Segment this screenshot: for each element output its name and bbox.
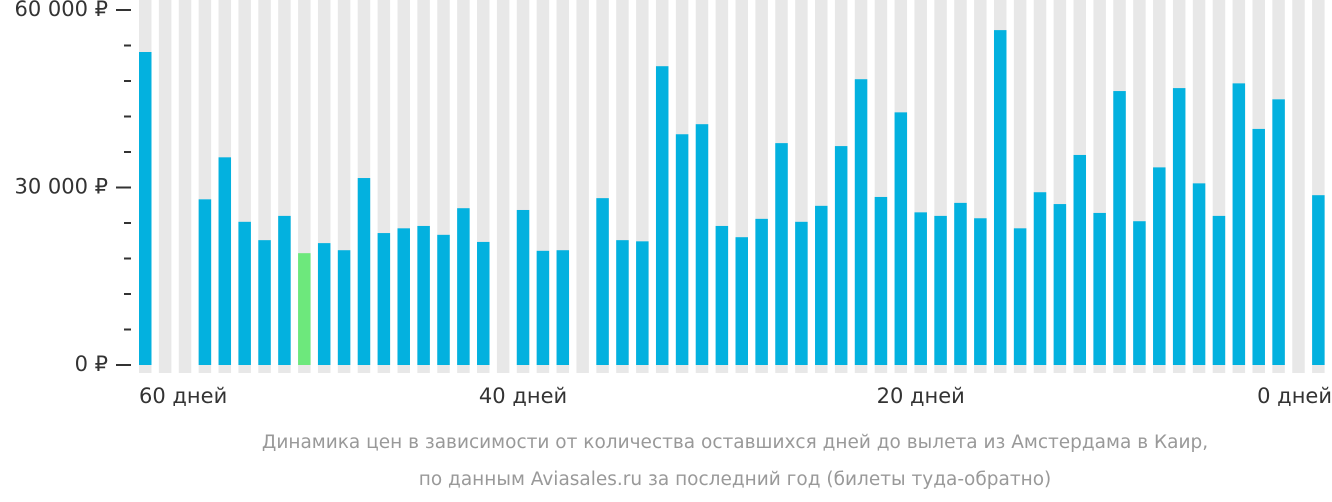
bar xyxy=(477,241,490,365)
bar xyxy=(974,218,987,365)
x-tick-label: 0 дней xyxy=(1257,384,1332,408)
bar xyxy=(695,124,709,365)
stripe xyxy=(576,0,589,373)
bar xyxy=(218,157,232,365)
bar xyxy=(636,241,649,365)
bar xyxy=(238,221,251,365)
y-tick-label: 30 000 ₽ xyxy=(14,175,108,199)
bar xyxy=(457,208,470,365)
bar xyxy=(536,250,550,365)
bar xyxy=(1033,192,1047,365)
stripe xyxy=(178,0,192,373)
bar xyxy=(854,79,868,365)
bar xyxy=(437,234,450,365)
bar xyxy=(1113,91,1126,365)
bar xyxy=(337,250,351,365)
bar xyxy=(914,212,927,365)
bar xyxy=(417,225,430,365)
bar xyxy=(834,146,848,365)
bar xyxy=(934,215,947,365)
caption: Динамика цен в зависимости от количества… xyxy=(262,432,1208,453)
stripe xyxy=(496,0,510,373)
bar xyxy=(1013,228,1027,365)
bar xyxy=(317,243,331,365)
bar xyxy=(357,178,371,365)
bar xyxy=(894,112,908,365)
bar xyxy=(735,237,748,365)
stripe xyxy=(1292,0,1305,373)
x-tick-label: 40 дней xyxy=(479,384,567,408)
bar xyxy=(1312,195,1325,365)
bar xyxy=(1073,154,1087,365)
bar xyxy=(1053,204,1067,365)
bar xyxy=(775,143,788,365)
bar xyxy=(258,240,271,365)
bar xyxy=(795,221,808,365)
bar xyxy=(278,215,291,365)
bar xyxy=(397,228,410,365)
bar xyxy=(1172,88,1186,365)
bar xyxy=(815,205,828,365)
bar xyxy=(1133,221,1146,365)
bar xyxy=(874,196,888,365)
bar xyxy=(1093,212,1106,365)
bar xyxy=(1153,167,1166,365)
bar xyxy=(198,199,212,365)
bar xyxy=(139,52,152,366)
bar xyxy=(655,66,669,365)
bar xyxy=(596,198,609,365)
bar xyxy=(675,134,689,365)
bar xyxy=(1252,128,1265,365)
bar xyxy=(1212,215,1226,365)
y-tick-label: 60 000 ₽ xyxy=(14,0,108,21)
bar xyxy=(377,233,391,365)
bar xyxy=(1192,183,1206,365)
bar xyxy=(516,209,530,365)
bar xyxy=(715,225,729,365)
x-tick-label: 20 дней xyxy=(877,384,965,408)
stripe xyxy=(158,0,172,373)
bar xyxy=(1272,99,1285,365)
bar xyxy=(954,202,967,365)
bar xyxy=(556,250,570,365)
bar xyxy=(616,240,629,365)
x-tick-label: 60 дней xyxy=(139,384,227,408)
bar xyxy=(755,218,768,365)
y-tick-label: 0 ₽ xyxy=(75,352,108,376)
bar xyxy=(1232,83,1246,365)
bar xyxy=(993,30,1007,365)
caption: по данным Aviasales.ru за последний год … xyxy=(419,469,1052,490)
bar xyxy=(298,253,311,365)
